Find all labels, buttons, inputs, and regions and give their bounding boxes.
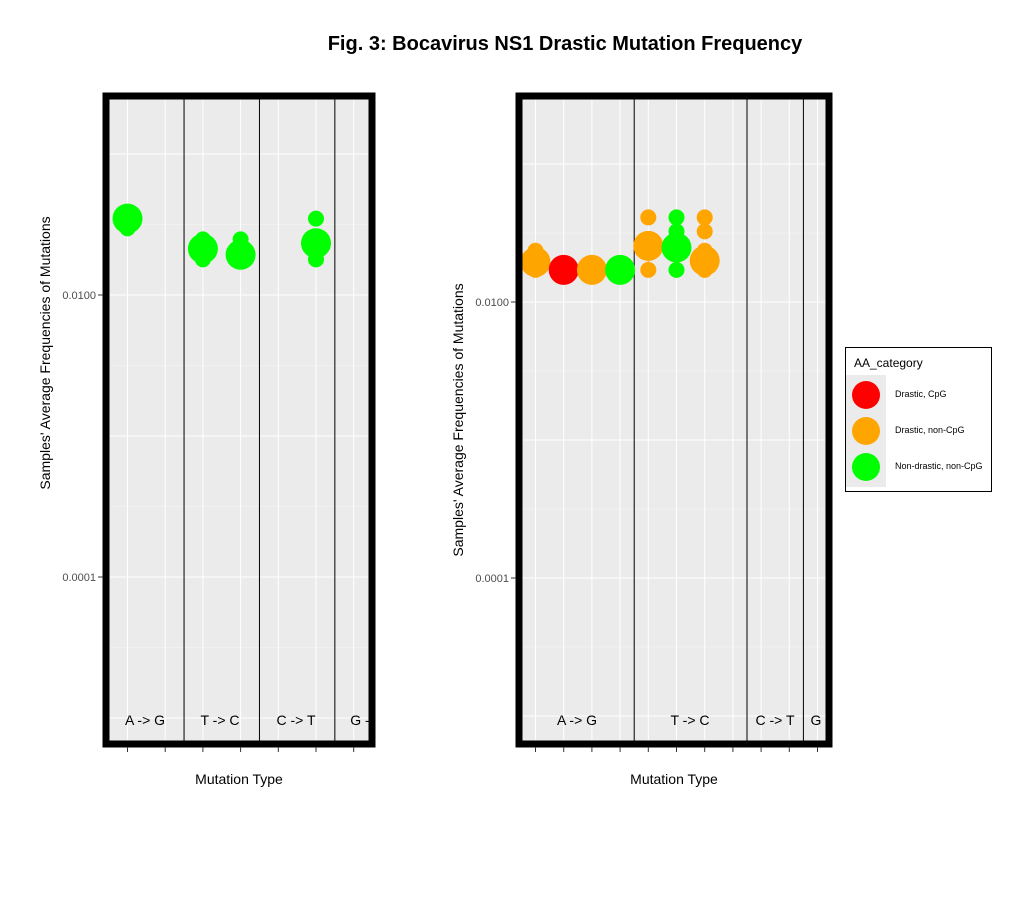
data-point-8 xyxy=(633,230,664,261)
group-label: C -> T xyxy=(276,712,315,728)
panel-border xyxy=(102,92,376,748)
data-point-11 xyxy=(301,228,331,259)
data-point-13 xyxy=(668,261,685,278)
legend-key xyxy=(846,411,886,451)
data-point-7 xyxy=(640,209,657,226)
x-axis-title: Mutation Type xyxy=(630,771,718,787)
y-axis-title: Samples' Average Frequencies of Mutation… xyxy=(37,216,53,489)
panel-border xyxy=(515,92,833,748)
data-point-10 xyxy=(668,209,685,226)
y-tick-label: 0.0100 xyxy=(475,297,509,309)
legend-swatch-red xyxy=(852,381,880,409)
group-label: C -> T xyxy=(755,712,794,728)
chart-panel-2: A -> G T -> C C -> T G 0.0100 0.0001 Mutation … xyxy=(450,92,833,787)
plot-background xyxy=(103,93,375,747)
legend: AA_category Drastic, CpG Drastic, non-Cp… xyxy=(845,347,992,492)
data-point-6 xyxy=(605,254,636,285)
legend-label: Drastic, non-CpG xyxy=(895,425,965,435)
y-tick-label: 0.0001 xyxy=(475,573,509,585)
legend-key xyxy=(846,447,886,487)
chart-panel-1: A -> G T -> C C -> T G - 0.0100 0.0001 Mutatio… xyxy=(37,92,376,787)
legend-label: Drastic, CpG xyxy=(895,389,947,399)
figure-title: Fig. 3: Bocavirus NS1 Drastic Mutation F… xyxy=(327,33,803,55)
y-axis-title: Samples' Average Frequencies of Mutation… xyxy=(450,283,466,556)
legend-key xyxy=(846,375,886,415)
data-point-6 xyxy=(194,251,211,268)
legend-swatch-green xyxy=(852,453,880,481)
data-point-9 xyxy=(640,261,657,278)
group-label: A -> G xyxy=(125,712,165,728)
data-point-10 xyxy=(308,210,324,227)
legend-item-drastic-non-cpg: Drastic, non-CpG xyxy=(846,411,992,451)
group-label: G - xyxy=(350,712,370,728)
data-point-5 xyxy=(576,254,607,285)
group-label: T -> C xyxy=(200,712,239,728)
data-point-3 xyxy=(119,220,136,237)
legend-label: Non-drastic, non-CpG xyxy=(895,461,983,471)
legend-item-drastic-cpg: Drastic, CpG xyxy=(846,375,992,415)
x-axis-title: Mutation Type xyxy=(195,771,283,787)
group-label: A -> G xyxy=(557,712,597,728)
group-label: G xyxy=(811,712,822,728)
data-point-18 xyxy=(696,261,713,278)
y-tick-label: 0.0001 xyxy=(62,572,96,584)
data-point-12 xyxy=(308,251,324,268)
data-point-15 xyxy=(696,223,713,240)
data-point-12 xyxy=(661,232,692,263)
legend-title: AA_category xyxy=(854,356,923,370)
y-tick-label: 0.0100 xyxy=(62,290,96,302)
data-point-4 xyxy=(548,254,579,285)
group-label: T -> C xyxy=(670,712,709,728)
legend-item-nondrastic-non-cpg: Non-drastic, non-CpG xyxy=(846,447,992,487)
legend-swatch-orange xyxy=(852,417,880,445)
data-point-14 xyxy=(696,209,713,226)
data-point-5 xyxy=(187,233,218,264)
plot-background xyxy=(516,93,832,747)
data-point-3 xyxy=(527,261,544,278)
data-point-9 xyxy=(232,251,249,268)
